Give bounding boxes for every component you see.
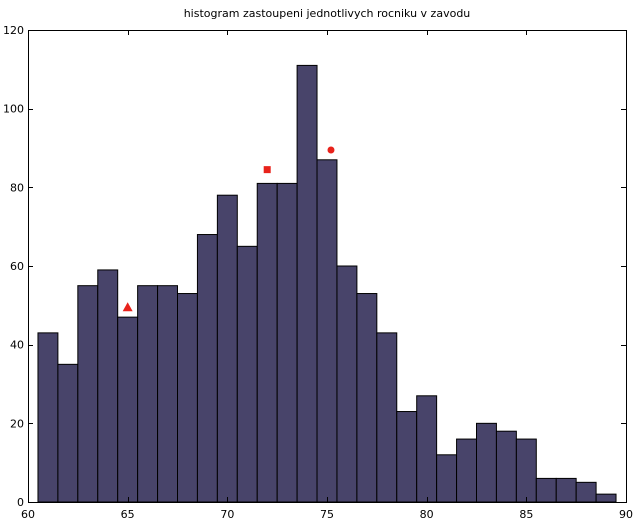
y-axis-ticks: 0 20 40 60 80 100 120 — [3, 24, 626, 509]
histogram-bar — [37, 332, 59, 503]
markers-group — [122, 146, 335, 312]
x-tick-label: 70 — [220, 508, 234, 521]
histogram-bar — [256, 182, 278, 503]
histogram-bar — [97, 269, 119, 503]
histogram-bar — [356, 293, 378, 503]
y-tick-label: 20 — [10, 417, 24, 430]
square-marker — [263, 166, 271, 174]
histogram-bar — [396, 411, 418, 503]
y-tick-label: 0 — [17, 496, 24, 509]
y-tick-label: 40 — [10, 339, 24, 352]
histogram-bar — [595, 493, 617, 503]
histogram-bar — [276, 182, 298, 503]
histogram-bar — [77, 285, 99, 503]
histogram-bar — [575, 481, 597, 503]
chart-title: histogram zastoupeni jednotlivych rocnik… — [184, 7, 471, 20]
x-tick-label: 60 — [21, 508, 35, 521]
histogram-bar — [495, 430, 517, 503]
histogram-bar — [236, 245, 258, 503]
x-tick-label: 85 — [519, 508, 533, 521]
histogram-bar — [336, 265, 358, 503]
y-tick-label: 80 — [10, 181, 24, 194]
histogram-bar — [376, 332, 398, 503]
x-axis-ticks: 60 65 70 75 80 85 90 — [21, 30, 633, 521]
triangle-marker — [122, 302, 133, 312]
circle-marker — [327, 146, 335, 154]
histogram-bar — [535, 477, 557, 503]
histogram-bar — [436, 454, 458, 503]
y-tick-label: 120 — [3, 24, 24, 37]
histogram-bar — [416, 395, 438, 503]
histogram-bar — [296, 64, 318, 503]
x-tick-label: 90 — [619, 508, 633, 521]
histogram-bar — [57, 363, 79, 503]
histogram-bar — [456, 438, 478, 503]
histogram-bar — [515, 438, 537, 503]
y-tick-label: 100 — [3, 103, 24, 116]
histogram-bar — [177, 293, 198, 503]
histogram-bar — [316, 159, 338, 503]
x-tick-label: 80 — [420, 508, 434, 521]
histogram-bar — [555, 477, 577, 503]
bars-group — [37, 64, 617, 503]
histogram-bar — [157, 285, 179, 503]
histogram-bar — [216, 194, 238, 503]
histogram-bar — [196, 234, 218, 503]
x-tick-label: 75 — [320, 508, 334, 521]
x-tick-label: 65 — [121, 508, 135, 521]
histogram-bar — [117, 316, 139, 503]
histogram-bar — [476, 422, 497, 503]
histogram-bar — [137, 285, 159, 503]
y-tick-label: 60 — [10, 260, 24, 273]
